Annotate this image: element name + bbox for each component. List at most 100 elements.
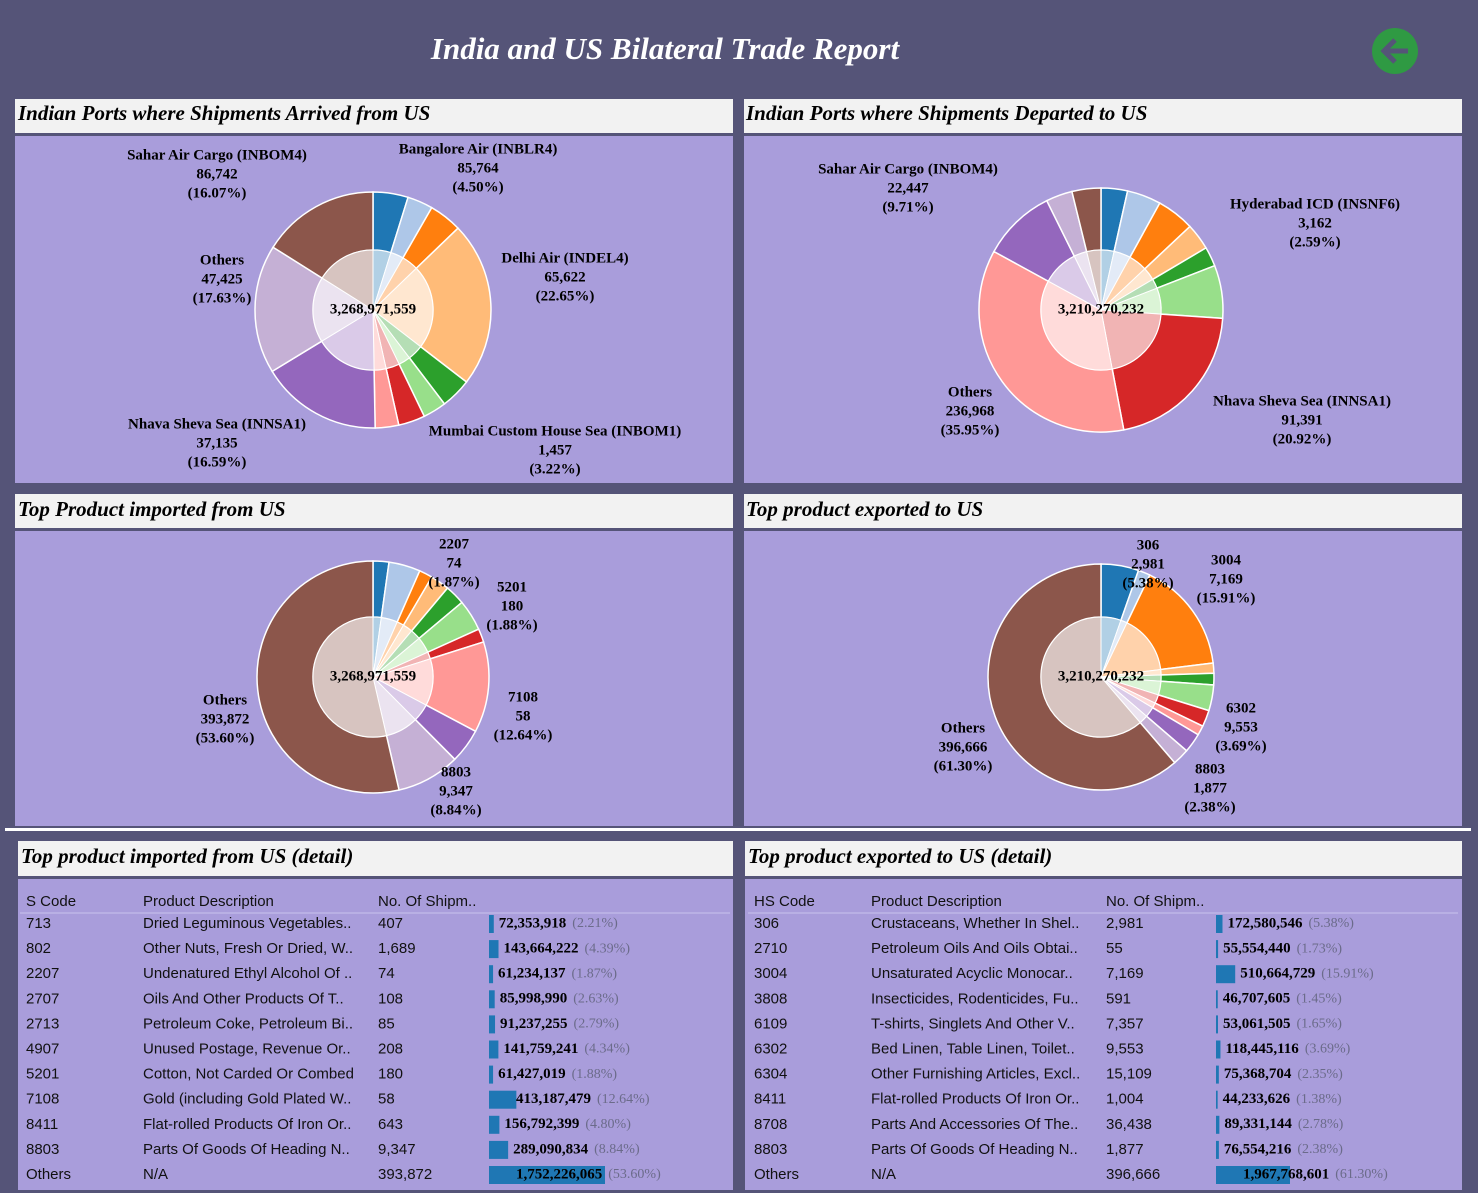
cell-shipments: 15,109 [1106,1066,1152,1083]
inner-slice [1100,622,1162,678]
value-bar [1216,990,1218,1009]
cell-share: (2.21%) [572,916,618,931]
value-bar [1216,1166,1290,1184]
cell-description: Bed Linen, Table Linen, Toilet.. [871,1040,1075,1057]
cell-description: Insecticides, Rodenticides, Fu.. [871,990,1079,1007]
slice-count: 85,764 [457,160,499,176]
slice-name: 8803 [441,764,471,780]
inner-slice [321,249,374,311]
cell-code: 4907 [26,1040,59,1057]
cell-shipments: 85 [378,1015,395,1032]
value-bar [1216,940,1219,959]
slice-count: 180 [501,598,524,614]
slice-count: 22,447 [887,180,929,196]
cell-share: (1.88%) [572,1067,618,1082]
slice-share: (53.60%) [196,730,255,746]
panel-title: Top product exported to US (detail) [748,844,1052,868]
slice-count: 9,347 [439,783,473,799]
slice-share: (4.50%) [452,179,503,195]
slice-share: (20.92%) [1273,431,1332,447]
cell-description: N/A [143,1166,168,1183]
slice-share: (2.59%) [1289,234,1340,250]
cell-share: (2.35%) [1297,1067,1343,1082]
slice-count: 86,742 [196,166,237,182]
slice-count: 37,135 [196,435,237,451]
cell-code: 306 [754,915,779,932]
panel-header [744,99,1462,133]
slice-name: 7108 [508,689,538,705]
slice-name: Sahar Air Cargo (INBOM4) [127,147,307,163]
slice-share: (1.87%) [428,574,479,590]
cell-shipments: 55 [1106,940,1123,957]
slice-share: (16.59%) [188,454,247,470]
panel-body [745,879,1462,1190]
slice-share: (3.22%) [529,461,580,477]
cell-share: (15.91%) [1321,966,1374,981]
cell-code: 2207 [26,965,59,982]
cell-description: Undenatured Ethyl Alcohol Of .. [143,965,352,982]
slice-share: (2.38%) [1184,799,1235,815]
cell-code: 6304 [754,1066,787,1083]
slice-count: 236,968 [946,403,995,419]
slice-share: (16.07%) [188,185,247,201]
slice-name: 3004 [1211,552,1242,568]
cell-shipments: 36,438 [1106,1116,1152,1133]
cell-value: 46,707,605 [1223,991,1291,1007]
slice-name: 2207 [439,536,470,552]
slice-name: Others [941,720,985,736]
slice-name: Hyderabad ICD (INSNF6) [1230,196,1400,212]
value-bar [1216,965,1236,984]
slice-count: 7,169 [1209,571,1243,587]
cell-shipments: 1,877 [1106,1141,1144,1158]
cell-value: 510,664,729 [1240,966,1315,982]
slice-name: Mumbai Custom House Sea (INBOM1) [429,423,682,439]
cell-code: 5201 [26,1066,59,1083]
cell-shipments: 9,553 [1106,1040,1144,1057]
slice-count: 1,877 [1193,780,1227,796]
center-label: 3,268,971,559 [330,301,416,317]
cell-shipments: 1,689 [378,940,416,957]
cell-code: 8411 [26,1116,58,1133]
cell-value: 143,664,222 [504,941,579,957]
center-label: 3,210,270,232 [1058,668,1144,684]
inner-slice [1040,616,1141,738]
column-header: S Code [26,893,76,910]
cell-share: (1.65%) [1296,1017,1342,1032]
panel-header [15,494,733,528]
value-bar [489,965,494,984]
cell-value: 91,237,255 [500,1016,568,1032]
panel-title: Indian Ports where Shipments Departed to… [745,101,1147,125]
value-bar [1216,1090,1218,1109]
slice-name: Nhava Sheva Sea (INNSA1) [1213,393,1391,409]
cell-value: 61,234,137 [498,966,566,982]
cell-description: Crustaceans, Whether In Shel.. [871,915,1079,932]
cell-description: Flat-rolled Products Of Iron Or.. [143,1116,351,1133]
slice-name: Others [200,252,244,268]
slice-share: (12.64%) [494,727,553,743]
cell-share: (1.45%) [1296,992,1342,1007]
column-header: HS Code [754,893,815,910]
value-bar [489,1115,500,1134]
cell-shipments: 407 [378,915,403,932]
slice-name: Others [203,692,247,708]
cell-share: (4.39%) [585,941,631,956]
value-bar [1216,1040,1221,1059]
cell-value: 172,580,546 [1227,915,1303,931]
value-bar [489,990,495,1009]
slice-name: 6302 [1226,700,1256,716]
panel-header [18,841,733,876]
slice-count: 3,162 [1298,215,1332,231]
slice-share: (61.30%) [934,758,993,774]
slice-name: 8803 [1195,761,1225,777]
slice-share: (5.38%) [1122,575,1173,591]
cell-value: 156,792,399 [504,1116,579,1132]
cell-shipments: 7,169 [1106,965,1144,982]
value-bar [489,1140,509,1159]
panel-header [745,841,1462,876]
cell-shipments: 208 [378,1040,403,1057]
cell-value: 76,554,216 [1224,1141,1292,1157]
back-arrow[interactable] [1380,38,1408,64]
back-button[interactable] [1372,28,1418,74]
value-bar [489,915,494,933]
column-header: No. Of Shipm.. [1106,893,1204,910]
